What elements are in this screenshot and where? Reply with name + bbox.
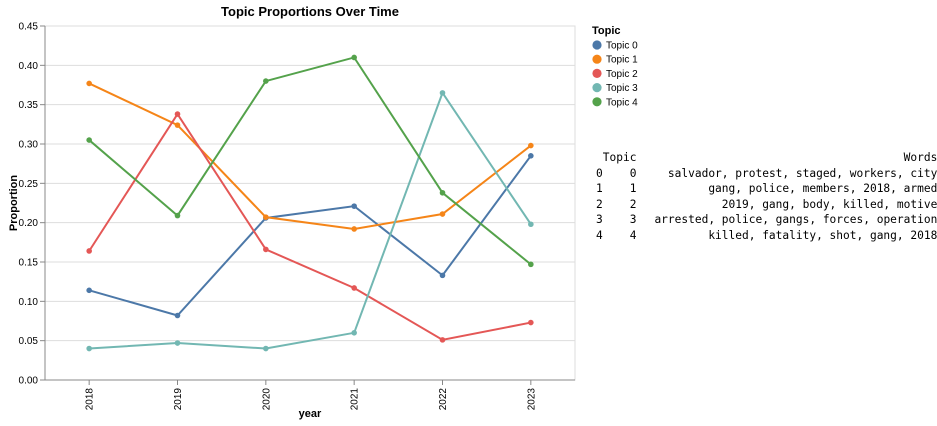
legend-label: Topic 2: [606, 69, 638, 80]
data-point: [528, 221, 534, 228]
data-point: [263, 214, 269, 220]
data-point: [439, 90, 446, 96]
y-tick-label: 0.45: [19, 22, 39, 33]
x-tick-label: 2019: [173, 388, 184, 411]
data-point: [528, 153, 534, 159]
x-tick-label: 2018: [85, 388, 96, 411]
y-tick-label: 0.40: [19, 61, 39, 72]
row-words: 2019, gang, body, killed, motive: [721, 197, 937, 211]
data-point: [263, 78, 269, 84]
y-tick-label: 0.10: [19, 297, 39, 308]
table-header-topic: Topic: [602, 151, 637, 164]
legend: Topic Topic 0 Topic 1 Topic 2 Topic 3 Topic …: [592, 25, 638, 108]
row-index: 0: [596, 166, 603, 180]
data-point: [263, 246, 269, 253]
legend-label: Topic 4: [606, 97, 638, 108]
data-point: [351, 54, 357, 61]
row-topic: 0: [629, 166, 637, 180]
legend-symbol: [592, 40, 602, 50]
x-tick-label: 2022: [438, 388, 449, 411]
legend-label: Topic 0: [606, 41, 638, 52]
data-point: [351, 330, 357, 336]
series-line: [89, 90, 532, 350]
table-header-row: Topic Words: [596, 150, 937, 166]
row-words: gang, police, members, 2018, armed: [708, 182, 937, 196]
legend-symbol: [592, 83, 602, 93]
row-index: 2: [596, 197, 603, 211]
series-line: [88, 56, 532, 266]
data-point: [86, 137, 92, 143]
row-index: 3: [596, 213, 603, 227]
y-tick-label: 0.00: [19, 376, 39, 387]
legend-label: Topic 1: [606, 55, 638, 66]
data-point: [351, 226, 357, 232]
x-axis-title: year: [299, 408, 322, 420]
legend-symbol: [592, 54, 602, 64]
data-point: [351, 203, 357, 209]
data-point: [86, 248, 92, 254]
row-words: killed, fatality, shot, gang, 2018: [708, 228, 937, 242]
data-point: [174, 212, 181, 219]
data-point: [174, 312, 181, 319]
data-point: [86, 287, 92, 294]
y-tick-label: 0.35: [19, 100, 39, 111]
row-words: arrested, police, gangs, forces, operati…: [654, 213, 937, 227]
table-row: 3 3 arrested, police, gangs, forces, ope…: [596, 212, 937, 228]
data-point: [174, 122, 181, 128]
legend-label: Topic 3: [606, 83, 638, 94]
series-lines: [86, 54, 534, 352]
data-point: [528, 319, 534, 326]
data-point: [439, 337, 446, 343]
row-topic: 4: [629, 228, 637, 242]
data-point: [439, 189, 446, 196]
series-line: [88, 82, 532, 230]
data-point: [263, 345, 269, 352]
table-row: 2 2 2019, gang, body, killed, motive: [596, 197, 937, 213]
data-point: [439, 272, 446, 279]
y-tick-label: 0.05: [19, 336, 39, 347]
x-tick-label: 2021: [350, 388, 361, 411]
series-line: [88, 155, 532, 317]
legend-title: Topic: [592, 25, 621, 37]
data-point: [174, 111, 181, 117]
table-header-words: Words: [903, 151, 937, 164]
data-point: [351, 285, 357, 291]
table-row: 0 0 salvador, protest, staged, workers, …: [596, 166, 937, 182]
y-tick-label: 0.15: [19, 258, 39, 269]
legend-symbol: [592, 97, 602, 107]
data-point: [86, 80, 92, 87]
data-point: [86, 345, 92, 352]
chart-title: Topic Proportions Over Time: [221, 4, 399, 19]
row-topic: 3: [629, 213, 637, 227]
row-index: 4: [596, 228, 603, 242]
row-topic: 2: [629, 197, 637, 211]
data-point: [528, 142, 534, 149]
legend-symbol: [592, 68, 602, 78]
data-point: [439, 211, 446, 217]
x-tick-label: 2020: [261, 388, 272, 411]
row-topic: 1: [629, 182, 637, 196]
y-tick-label: 0.25: [19, 179, 39, 190]
row-words: salvador, protest, staged, workers, city: [667, 166, 937, 180]
data-point: [174, 340, 181, 346]
table-row: 1 1 gang, police, members, 2018, armed: [596, 181, 937, 197]
topic-words-table: Topic Words 0 0 salvador, protest, stage…: [596, 150, 937, 244]
x-tick-label: 2023: [526, 388, 537, 411]
y-tick-label: 0.30: [19, 140, 39, 151]
y-axis-title: Proportion: [8, 175, 20, 231]
row-index: 1: [596, 182, 603, 196]
axes: 0.00 0.05 0.10 0.15 0.20 0.25 0.30 0.35 0.40 0.45…: [19, 22, 575, 411]
y-tick-label: 0.20: [19, 218, 39, 229]
series-line: [88, 112, 532, 341]
table-index-header: [596, 150, 603, 166]
data-point: [528, 261, 534, 268]
table-row: 4 4 killed, fatality, shot, gang, 2018: [596, 228, 937, 244]
